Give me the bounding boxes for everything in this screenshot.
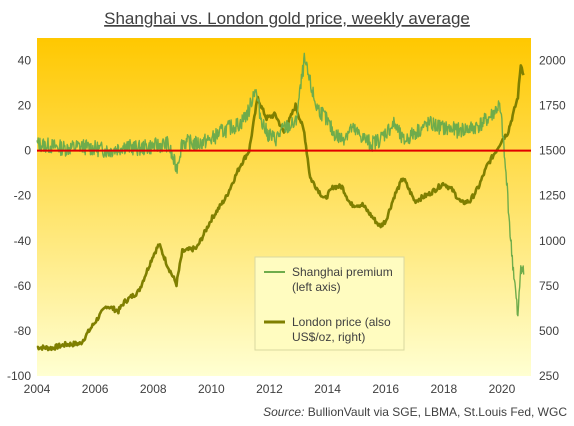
y-right-tick-label: 750 [539, 279, 559, 293]
source-text: BullionVault via SGE, LBMA, St.Louis Fed… [308, 405, 568, 419]
y-left-axis: 40 20 0 -20 -40 -60 -80 -100 [7, 54, 31, 383]
y-right-tick-label: 1250 [539, 189, 566, 203]
series-layer [36, 52, 525, 352]
chart-title: Shanghai vs. London gold price, weekly a… [104, 9, 470, 28]
x-tick-label: 2016 [372, 382, 399, 396]
series-line-london [36, 64, 525, 352]
source-label: Source: [263, 405, 304, 419]
y-left-tick-label: 0 [24, 144, 31, 158]
x-tick-label: 2004 [24, 382, 51, 396]
y-right-axis: 2000 1750 1500 1250 1000 750 500 250 [539, 54, 566, 383]
y-left-tick-label: -40 [14, 234, 32, 248]
source-note: Source: BullionVault via SGE, LBMA, St.L… [263, 405, 567, 419]
y-right-tick-label: 1750 [539, 99, 566, 113]
x-tick-label: 2006 [82, 382, 109, 396]
y-right-tick-label: 1500 [539, 144, 566, 158]
y-left-tick-label: 20 [18, 99, 32, 113]
x-tick-label: 2020 [489, 382, 516, 396]
x-tick-label: 2018 [430, 382, 457, 396]
legend-label-london: London price (also US$/oz, right) [292, 315, 394, 344]
y-left-tick-label: 40 [18, 54, 32, 68]
legend-label-premium: Shanghai premium (left axis) [292, 265, 396, 294]
x-axis: 2004 2006 2008 2010 2012 2014 2016 2018 2020 [24, 382, 516, 396]
y-right-tick-label: 250 [539, 369, 559, 383]
y-right-tick-label: 2000 [539, 54, 566, 68]
x-tick-label: 2010 [198, 382, 225, 396]
y-left-tick-label: -100 [7, 369, 31, 383]
x-tick-label: 2012 [256, 382, 283, 396]
y-left-tick-label: -60 [14, 279, 32, 293]
y-right-tick-label: 1000 [539, 234, 566, 248]
x-tick-label: 2008 [140, 382, 167, 396]
series-line-premium [36, 52, 525, 317]
x-tick-label: 2014 [314, 382, 341, 396]
legend: Shanghai premium (left axis) London pric… [254, 256, 405, 351]
y-left-tick-label: -80 [14, 324, 32, 338]
y-left-tick-label: -20 [14, 189, 32, 203]
y-right-tick-label: 500 [539, 324, 559, 338]
